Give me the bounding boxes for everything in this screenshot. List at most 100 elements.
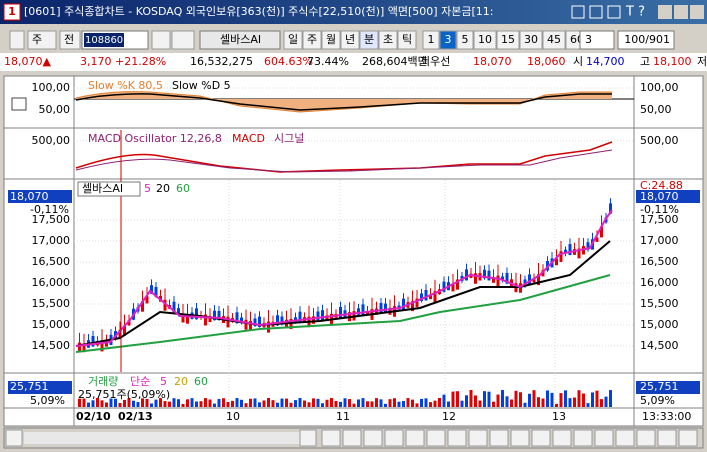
close[interactable] bbox=[690, 5, 704, 19]
volume-bar bbox=[487, 391, 491, 407]
sound[interactable] bbox=[171, 30, 195, 50]
period: 년 bbox=[345, 33, 355, 46]
volume-bar bbox=[505, 396, 509, 407]
volume-bar bbox=[478, 400, 482, 407]
interval-button[interactable] bbox=[542, 30, 566, 50]
candle bbox=[154, 287, 158, 297]
code: 108860 bbox=[85, 35, 123, 46]
candle bbox=[240, 317, 243, 324]
control-button[interactable] bbox=[426, 429, 446, 447]
volume-bar bbox=[393, 398, 396, 407]
interval-button[interactable] bbox=[422, 30, 440, 50]
volume-bar bbox=[532, 390, 536, 407]
candle bbox=[177, 308, 180, 316]
control-button[interactable] bbox=[657, 429, 677, 447]
interval-button[interactable] bbox=[519, 30, 543, 50]
period-button[interactable] bbox=[378, 30, 398, 50]
period-button[interactable] bbox=[397, 30, 417, 50]
search[interactable] bbox=[151, 30, 171, 50]
marker: C:24.88 bbox=[640, 179, 683, 192]
control-button[interactable] bbox=[321, 429, 341, 447]
control-button[interactable] bbox=[468, 429, 488, 447]
volume-bar bbox=[267, 398, 270, 407]
control-button[interactable] bbox=[594, 429, 614, 447]
period-button[interactable] bbox=[340, 30, 360, 50]
quote-row bbox=[0, 53, 707, 71]
range: 100/901 bbox=[624, 33, 670, 46]
count: 3 bbox=[585, 33, 592, 46]
candle bbox=[208, 315, 212, 323]
maximize[interactable] bbox=[674, 5, 688, 19]
volume-bar bbox=[168, 401, 171, 407]
volume-bar bbox=[249, 398, 252, 407]
scroll-track[interactable] bbox=[24, 432, 314, 444]
period: 틱 bbox=[402, 33, 412, 46]
minimize[interactable] bbox=[658, 5, 672, 19]
control-button[interactable] bbox=[405, 429, 425, 447]
control-button[interactable] bbox=[342, 429, 362, 447]
period-button[interactable] bbox=[283, 30, 303, 50]
volume-bar bbox=[591, 392, 594, 407]
legend: MACD Oscillator 12,26,8 bbox=[88, 132, 222, 145]
x-label: 12 bbox=[442, 410, 456, 423]
control-button[interactable] bbox=[510, 429, 530, 447]
control-button[interactable] bbox=[447, 429, 467, 447]
volume-bar bbox=[433, 400, 437, 407]
control-button[interactable] bbox=[531, 429, 551, 447]
volume-bar bbox=[298, 398, 302, 407]
turnover: 73.44% bbox=[307, 55, 349, 68]
control-button[interactable] bbox=[363, 429, 383, 447]
count-select[interactable] bbox=[579, 30, 615, 50]
interval-button[interactable] bbox=[496, 30, 520, 50]
x-label: 11 bbox=[336, 410, 350, 423]
tick-label: 14,500 bbox=[640, 339, 679, 352]
candle bbox=[519, 283, 522, 293]
candle bbox=[213, 310, 216, 321]
volume-bar bbox=[213, 403, 216, 407]
legend-box bbox=[77, 181, 141, 197]
volume-bar bbox=[136, 402, 140, 407]
unit-select[interactable] bbox=[27, 30, 57, 50]
cap: 268,604백만 bbox=[362, 55, 428, 68]
last-rate: 5,09% bbox=[640, 394, 675, 407]
candle bbox=[217, 310, 221, 320]
candle bbox=[141, 301, 144, 312]
control-button[interactable] bbox=[552, 429, 572, 447]
prev-button[interactable] bbox=[59, 30, 81, 50]
unit: 주 bbox=[32, 33, 42, 46]
control-button[interactable] bbox=[615, 429, 635, 447]
interval-button[interactable] bbox=[439, 30, 457, 50]
interval-button[interactable] bbox=[473, 30, 497, 50]
control-button[interactable] bbox=[384, 429, 404, 447]
interval: 3 bbox=[445, 33, 452, 46]
volume-bar bbox=[510, 399, 513, 407]
volume-bar bbox=[600, 399, 603, 407]
period-button[interactable] bbox=[359, 30, 379, 50]
candle bbox=[118, 329, 122, 338]
volume-bar bbox=[294, 400, 297, 407]
control-button[interactable] bbox=[573, 429, 593, 447]
candle bbox=[609, 203, 612, 214]
control-button[interactable] bbox=[636, 429, 656, 447]
scroll-left[interactable] bbox=[5, 429, 23, 447]
icon[interactable] bbox=[607, 5, 621, 19]
icon[interactable] bbox=[589, 5, 603, 19]
help[interactable]: T ? bbox=[625, 5, 645, 20]
volume-bar bbox=[204, 398, 207, 407]
volume-bar bbox=[109, 398, 113, 407]
period-button[interactable] bbox=[302, 30, 322, 50]
button[interactable] bbox=[9, 30, 25, 50]
period-button[interactable] bbox=[321, 30, 341, 50]
panel-icon[interactable] bbox=[11, 97, 27, 111]
volume-bar bbox=[150, 403, 153, 407]
icon[interactable] bbox=[571, 5, 585, 19]
scroll-right[interactable] bbox=[299, 429, 317, 447]
last-box bbox=[8, 381, 72, 394]
volume-bar bbox=[424, 398, 428, 407]
interval-button[interactable] bbox=[456, 30, 474, 50]
volume-bar bbox=[91, 400, 95, 407]
control-button[interactable] bbox=[678, 429, 698, 447]
volume-bar bbox=[253, 398, 257, 407]
control-button[interactable] bbox=[489, 429, 509, 447]
